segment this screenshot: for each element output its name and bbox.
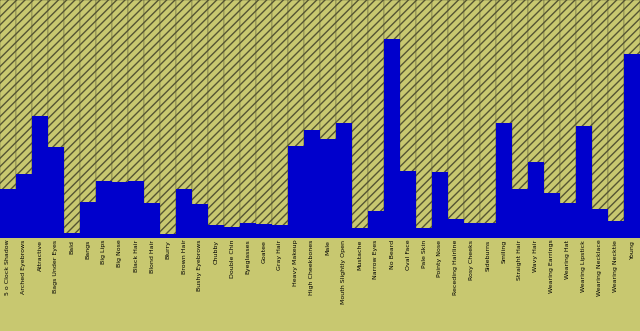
Bar [384,39,400,238]
Bar [320,0,336,238]
Bar [256,223,272,238]
Bar [176,0,192,238]
Bar [272,0,288,238]
Bar [448,0,464,238]
Bar [576,126,592,238]
Bar [592,0,608,238]
Bar [608,0,624,238]
Bar [288,146,304,238]
Bar [160,0,176,238]
Bar [96,181,112,238]
Bar [304,0,320,238]
Bar [352,0,368,238]
Bar [416,0,432,238]
Bar [432,172,448,238]
Bar [496,0,512,238]
Bar [48,147,64,238]
Bar [512,189,528,238]
Bar [384,0,400,238]
Bar [144,203,160,238]
Bar [144,0,160,238]
Bar [336,123,352,238]
Bar [0,0,16,238]
Bar [160,234,176,238]
Bar [320,139,336,238]
Bar [128,181,144,238]
Bar [464,222,480,238]
Bar [64,233,80,238]
Bar [80,0,96,238]
Bar [48,0,64,238]
Bar [544,193,560,238]
Bar [272,225,288,238]
Bar [576,0,592,238]
Bar [208,225,224,238]
Bar [240,0,256,238]
Bar [368,211,384,238]
Bar [544,0,560,238]
Bar [192,0,208,238]
Bar [400,0,416,238]
Bar [528,162,544,238]
Bar [288,0,304,238]
Bar [128,0,144,238]
Bar [480,223,496,238]
Bar [80,202,96,238]
Bar [528,0,544,238]
Bar [256,0,272,238]
Bar [32,0,48,238]
Bar [592,209,608,238]
Bar [304,130,320,238]
Bar [16,0,32,238]
Bar [608,221,624,238]
Bar [0,189,16,238]
Bar [464,0,480,238]
Bar [560,0,576,238]
Bar [64,0,80,238]
Bar [224,227,240,238]
Bar [352,228,368,238]
Bar [96,0,112,238]
Bar [208,0,224,238]
Bar [400,171,416,238]
Bar [112,0,128,238]
Bar [32,116,48,238]
Bar [560,203,576,238]
Bar [624,54,640,238]
Bar [512,0,528,238]
Bar [16,174,32,238]
Bar [368,0,384,238]
Bar [224,0,240,238]
Bar [192,205,208,238]
Bar [480,0,496,238]
Bar [416,228,432,238]
Bar [624,0,640,238]
Bar [496,123,512,238]
Bar [176,189,192,238]
Bar [432,0,448,238]
Bar [112,182,128,238]
Bar [240,223,256,238]
Bar [336,0,352,238]
Bar [448,219,464,238]
